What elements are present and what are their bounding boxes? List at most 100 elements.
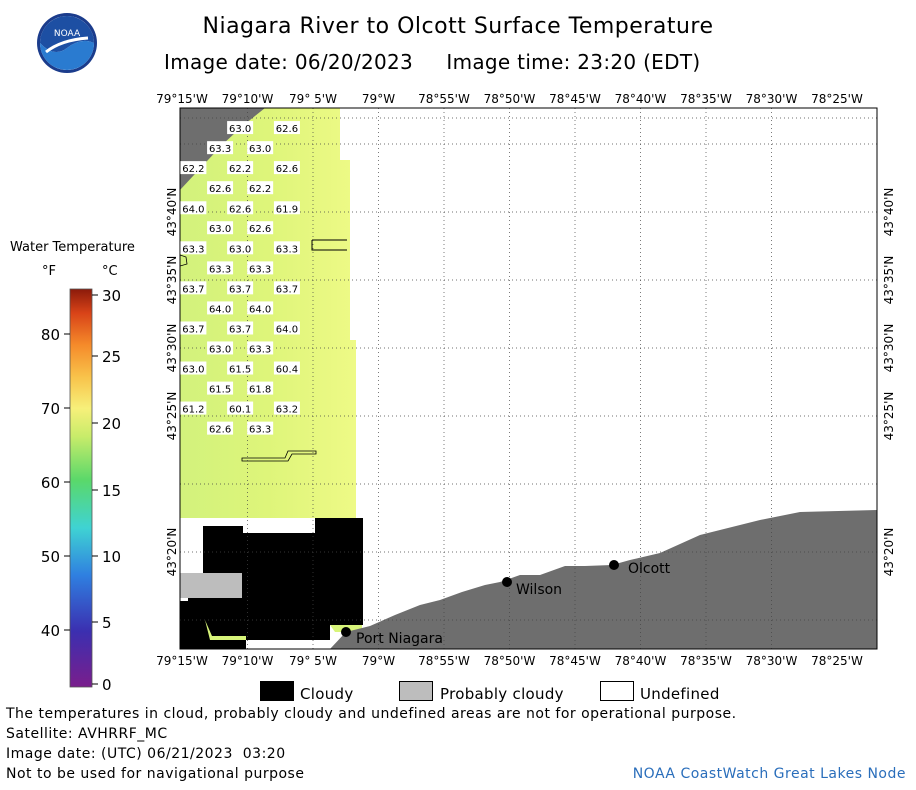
lat-tick-label: 43°30'N (165, 324, 179, 373)
temperature-label: 62.2 (247, 181, 274, 195)
lat-tick-label: 43°20'N (882, 528, 896, 577)
noaa-logo: NOAA (37, 13, 97, 73)
temperature-label: 63.3 (247, 341, 274, 355)
image-date: 06/20/2023 (294, 50, 414, 74)
temperature-value: 63.7 (182, 284, 204, 295)
temperature-label: 61.5 (207, 381, 234, 396)
temperature-label: 63.0 (247, 141, 274, 155)
lon-tick-label: 79°10'W (222, 92, 274, 106)
temperature-label: 64.0 (273, 321, 300, 335)
temperature-value: 62.2 (249, 184, 271, 195)
legend-swatch-undefined (600, 681, 634, 701)
colorbar-label-f: 40 (41, 622, 60, 640)
lat-tick-label: 43°25'N (882, 392, 896, 441)
lat-tick-label: 43°35'N (165, 256, 179, 305)
lon-ticks-bottom: 79°15'W 79°10'W 79° 5'W 79°W 78°55'W 78°50'W 7… (156, 654, 863, 668)
navigation-warning: Not to be used for navigational purpose (6, 766, 305, 782)
colorbar-unit-f: °F (42, 264, 56, 279)
lat-tick-label: 43°35'N (882, 256, 896, 305)
land-new-york (330, 510, 877, 649)
temperature-label-bg (273, 281, 300, 295)
image-time-label: Image time: (446, 50, 571, 74)
lon-tick-label: 78°40'W (615, 92, 667, 106)
temperature-value: 61.5 (209, 385, 231, 396)
lon-tick-label: 78°55'W (418, 92, 470, 106)
lon-tick-label: 78°50'W (484, 92, 536, 106)
temperature-label: 63.7 (227, 281, 254, 295)
lon-tick-label: 78°30'W (746, 92, 798, 106)
lon-tick-label: 79°10'W (222, 654, 274, 668)
temperature-label-bg (273, 121, 300, 135)
temperature-value: 63.0 (209, 344, 231, 355)
svg-text:NOAA: NOAA (54, 29, 81, 39)
lon-tick-label: 79°W (362, 92, 395, 106)
temperature-value: 61.9 (276, 204, 298, 215)
temperature-value: 63.3 (249, 344, 271, 355)
lon-tick-label: 78°55'W (418, 654, 470, 668)
legend-label-cloudy: Cloudy (300, 685, 354, 703)
credit: NOAA CoastWatch Great Lakes Node (632, 766, 906, 782)
lon-tick-label: 78°50'W (484, 654, 536, 668)
temperature-labels: 63.0 62.6 63.3 63.0 62.2 62.2 62.6 62.6 62.2 64.0… (180, 121, 300, 436)
temperature-label: 63.3 (180, 241, 207, 255)
temperature-value: 63.0 (182, 365, 204, 376)
place-label-wilson: Wilson (516, 582, 562, 598)
temperature-value: 63.2 (276, 405, 298, 416)
temperature-label-bg (247, 181, 274, 195)
temperature-value: 63.7 (182, 324, 204, 335)
temperature-label: 60.1 (227, 401, 254, 416)
temperature-label: 63.0 (207, 221, 234, 235)
temperature-label-bg (247, 141, 274, 155)
temperature-label-bg (180, 401, 207, 415)
temperature-value: 63.7 (276, 284, 298, 295)
lat-tick-label: 43°20'N (165, 528, 179, 577)
temperature-value: 62.6 (276, 164, 298, 175)
temperature-label: 63.0 (227, 121, 254, 135)
temperature-label-bg (207, 341, 234, 355)
colorbar-label-f: 80 (41, 326, 60, 344)
temperature-label-bg (227, 121, 254, 135)
temperature-value: 63.0 (229, 124, 251, 135)
temperature-label: 62.6 (227, 201, 254, 215)
colorbar-label-c: 25 (102, 348, 121, 366)
temperature-label-bg (227, 401, 254, 415)
temperature-label-bg (180, 241, 207, 255)
lon-tick-label: 78°25'W (811, 654, 863, 668)
colorbar-label-c: 10 (102, 548, 121, 566)
temperature-label-bg (247, 221, 274, 235)
temperature-label-bg (207, 301, 234, 315)
temperature-label-bg (227, 201, 254, 215)
lon-tick-label: 78°35'W (680, 654, 732, 668)
temperature-label-bg (247, 301, 274, 315)
temperature-label: 63.0 (180, 361, 207, 376)
temperature-label-bg (273, 241, 300, 255)
land-ontario (180, 108, 265, 190)
temperature-value: 63.7 (229, 284, 251, 295)
colorbar-label-f: 50 (41, 548, 60, 566)
image-date-time: Image date: 06/20/2023 Image time: 23:20… (164, 50, 700, 74)
temperature-label: 61.5 (227, 361, 254, 376)
place-label-olcott: Olcott (628, 561, 671, 577)
temperature-label: 63.0 (227, 241, 254, 255)
temperature-label-bg (180, 201, 207, 215)
lat-ticks-right: 43°40'N 43°35'N 43°30'N 43°25'N 43°20'N (882, 188, 896, 577)
colorbar-label-c: 15 (102, 482, 121, 500)
temperature-label: 63.3 (247, 261, 274, 275)
satellite-info: Satellite: AVHRRF_MC (6, 726, 168, 742)
temperature-label: 63.7 (180, 321, 207, 335)
lat-tick-label: 43°40'N (882, 188, 896, 237)
contour-line (241, 450, 317, 462)
temperature-label: 63.7 (227, 321, 254, 335)
lon-tick-label: 78°45'W (549, 654, 601, 668)
colorbar-label-c: 30 (102, 287, 121, 305)
temperature-label: 61.8 (247, 381, 274, 396)
temperature-label: 62.2 (227, 161, 254, 175)
temperature-label-bg (207, 141, 234, 155)
legend-swatch-cloudy (260, 681, 294, 701)
temperature-label-bg (207, 261, 234, 275)
temperature-label: 63.7 (273, 281, 300, 295)
water-strip (205, 620, 246, 640)
temperature-value: 63.3 (209, 264, 231, 275)
lat-tick-label: 43°40'N (165, 188, 179, 237)
